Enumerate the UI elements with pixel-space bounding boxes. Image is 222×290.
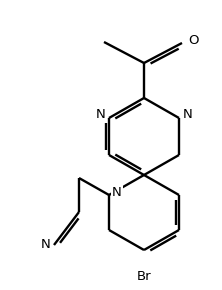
Text: N: N [95,108,105,122]
Text: Br: Br [137,270,151,283]
Text: N: N [183,108,193,122]
Text: N: N [40,238,50,251]
Text: O: O [188,34,198,46]
Text: N: N [112,186,122,200]
